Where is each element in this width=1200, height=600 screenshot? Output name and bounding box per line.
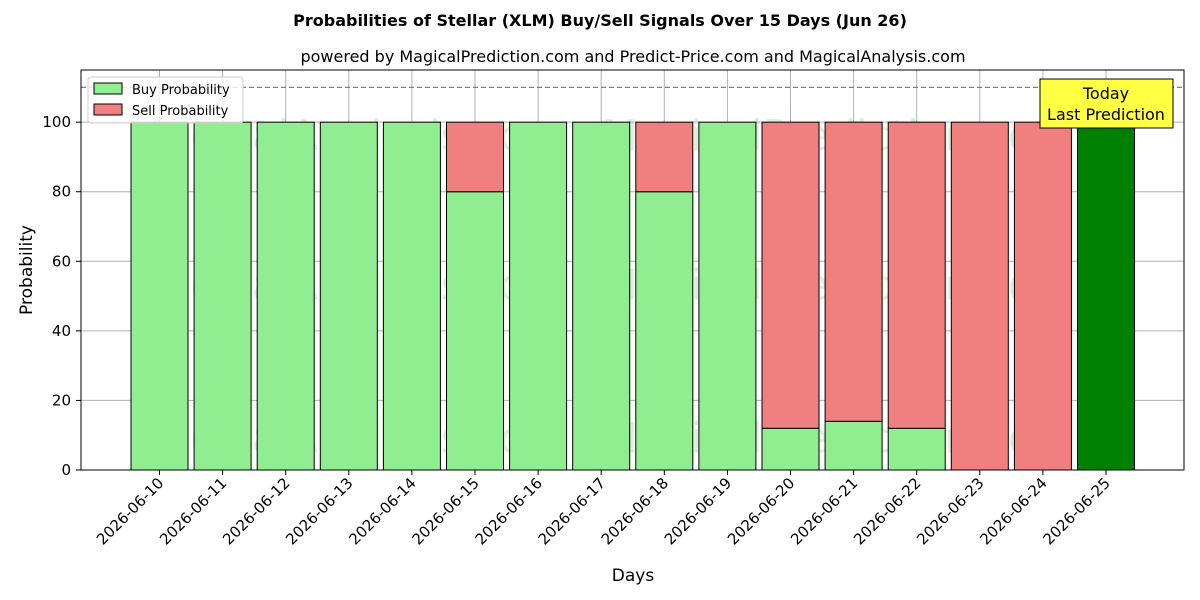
y-tick-label: 100 xyxy=(42,113,71,131)
today-annotation: Today Last Prediction xyxy=(1039,78,1174,129)
y-tick-label: 60 xyxy=(52,252,71,270)
bar-buy xyxy=(635,191,694,471)
bar-buy xyxy=(256,121,315,471)
bar-buy xyxy=(698,121,757,471)
x-tick-label: 2026-06-10 xyxy=(93,474,167,548)
today-annotation-box xyxy=(1039,78,1174,129)
x-tick-label: 2026-06-18 xyxy=(598,474,672,548)
bar-sell xyxy=(950,121,1009,471)
bar-buy xyxy=(824,420,883,471)
x-tick-label: 2026-06-19 xyxy=(661,474,735,548)
bar-sell xyxy=(635,121,694,193)
y-tick-label: 40 xyxy=(52,322,71,340)
x-tick-label: 2026-06-20 xyxy=(724,474,798,548)
legend-swatch-sell xyxy=(93,103,123,116)
legend-box xyxy=(87,76,244,124)
bar-buy xyxy=(761,427,820,471)
x-tick-label: 2026-06-22 xyxy=(850,474,924,548)
bar-buy xyxy=(887,427,946,471)
legend-label-buy: Buy Probability xyxy=(132,83,230,98)
chart-subtitle: powered by MagicalPrediction.com and Pre… xyxy=(300,47,965,66)
bar-buy xyxy=(446,191,504,471)
y-tick-label: 80 xyxy=(52,183,71,201)
today-label: Today xyxy=(1082,84,1129,103)
bar-layer xyxy=(130,121,1135,471)
bar-buy xyxy=(130,121,189,471)
y-axis-label: Probability xyxy=(17,225,37,315)
last-prediction-label: Last Prediction xyxy=(1047,105,1165,124)
x-axis-label: Days xyxy=(612,566,655,586)
y-tick-label: 20 xyxy=(52,391,71,409)
x-tick-label: 2026-06-14 xyxy=(345,474,419,548)
x-tick-label: 2026-06-24 xyxy=(976,474,1050,548)
bar-buy xyxy=(509,121,568,471)
x-tick-label: 2026-06-12 xyxy=(219,474,293,548)
bar-sell xyxy=(446,121,504,193)
bar-buy-today xyxy=(1077,121,1135,471)
x-tick-label: 2026-06-16 xyxy=(472,474,546,548)
x-tick-label: 2026-06-17 xyxy=(535,474,609,548)
bar-buy xyxy=(572,121,631,471)
bar-sell xyxy=(824,121,883,422)
x-tick-label: 2026-06-15 xyxy=(408,474,482,548)
plot-frame xyxy=(80,69,1185,471)
x-tick-label: 2026-06-23 xyxy=(913,474,987,548)
chart-title: Probabilities of Stellar (XLM) Buy/Sell … xyxy=(293,11,907,30)
legend-swatch-buy xyxy=(93,82,123,95)
y-tick-label: 0 xyxy=(61,461,71,479)
x-tick-label: 2026-06-25 xyxy=(1039,474,1113,548)
legend-label-sell: Sell Probability xyxy=(132,104,229,119)
x-tick-label: 2026-06-21 xyxy=(787,474,861,548)
bar-sell xyxy=(761,121,820,429)
legend: Buy Probability Sell Probability xyxy=(87,76,244,124)
bar-buy xyxy=(382,121,441,471)
bar-buy xyxy=(193,121,252,471)
x-tick-label: 2026-06-11 xyxy=(156,474,230,548)
bar-sell xyxy=(1013,121,1072,471)
x-tick-label: 2026-06-13 xyxy=(282,474,356,548)
bar-buy xyxy=(319,121,378,471)
bar-sell xyxy=(887,121,946,429)
